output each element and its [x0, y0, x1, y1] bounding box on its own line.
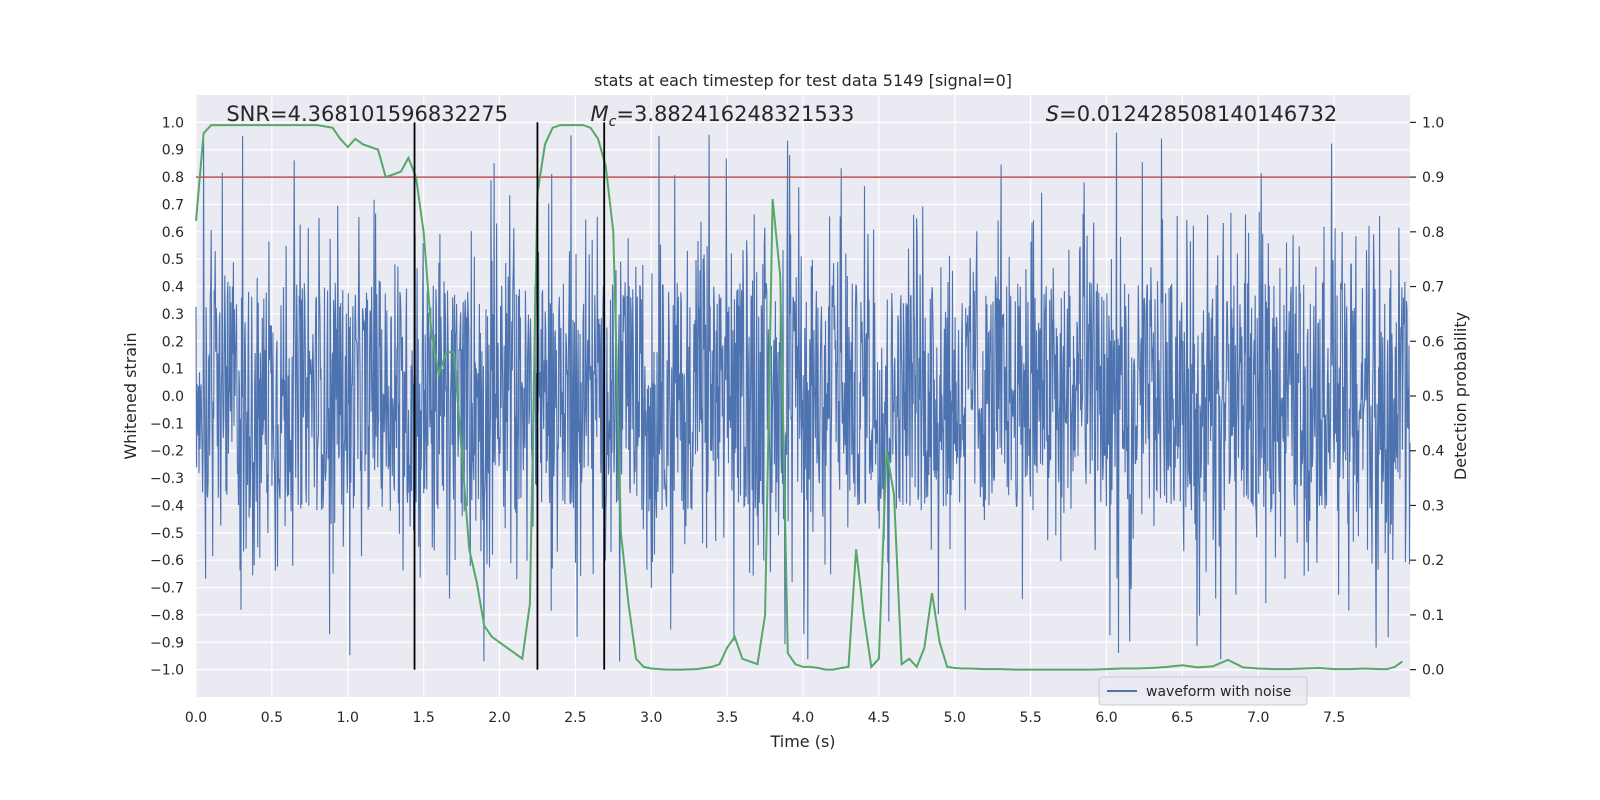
- y-tick-label: 0.5: [162, 252, 184, 268]
- y-tick-label: 0.1: [162, 362, 184, 378]
- y2-tick-label: 1.0: [1422, 115, 1444, 131]
- y2-tick-label: 0.6: [1422, 334, 1444, 350]
- x-tick-label: 2.5: [564, 710, 586, 726]
- legend-box: [1098, 676, 1308, 706]
- x-tick-label: 4.0: [792, 710, 814, 726]
- y2-tick-label: 0.1: [1422, 608, 1444, 624]
- x-axis-ticks: 0.0 0.5 1.0 1.5 2.0 2.5 3.0 3.5 4.0 4.5 5.0 5.5 6.0 6…: [185, 710, 1345, 726]
- y-tick-label: −0.5: [150, 526, 184, 542]
- y-tick-label: 0.4: [162, 280, 184, 296]
- y-tick-label: 0.0: [162, 389, 184, 405]
- y2-tick-label: 0.7: [1422, 280, 1444, 296]
- waveform-line: [195, 132, 1411, 662]
- y-tick-label: 0.2: [162, 334, 184, 350]
- y-tick-label: 0.8: [162, 170, 184, 186]
- y2-tick-label: 0.5: [1422, 389, 1444, 405]
- x-tick-label: 1.0: [337, 710, 359, 726]
- y-tick-label: −0.3: [150, 471, 184, 487]
- y2-axis-label: Detection probability: [1451, 312, 1470, 480]
- y2-tick-label: 0.4: [1422, 444, 1444, 460]
- x-tick-label: 0.5: [261, 710, 283, 726]
- x-tick-label: 7.5: [1323, 710, 1345, 726]
- y2-tick-label: 0.2: [1422, 553, 1444, 569]
- y-tick-label: 0.6: [162, 225, 184, 241]
- x-tick-label: 5.0: [944, 710, 966, 726]
- probability-series: [195, 124, 1410, 671]
- x-tick-label: 6.5: [1171, 710, 1193, 726]
- y-axis-ticks: 1.0 0.9 0.8 0.7 0.6 0.5 0.4 0.3 0.2 0.1 0.0 −0.1 −0.…: [150, 115, 184, 678]
- chart-title: stats at each timestep for test data 514…: [594, 71, 1012, 90]
- legend-entry: waveform with noise: [1146, 684, 1291, 700]
- s-annotation: S=0.012428508140146732: [1046, 102, 1337, 126]
- waveform-series: [195, 132, 1411, 662]
- x-tick-label: 4.5: [868, 710, 890, 726]
- x-tick-label: 6.0: [1095, 710, 1117, 726]
- y-tick-label: 0.7: [162, 197, 184, 213]
- x-tick-label: 3.5: [716, 710, 738, 726]
- y2-axis-ticks: 1.0 0.9 0.8 0.7 0.6 0.5 0.4 0.3 0.2 0.1 0.0: [1410, 115, 1444, 679]
- y2-tick-label: 0.9: [1422, 170, 1444, 186]
- x-tick-label: 7.0: [1247, 710, 1269, 726]
- y-tick-label: −0.4: [150, 498, 184, 514]
- vertical-lines: [413, 122, 606, 670]
- y-tick-label: −0.1: [150, 416, 184, 432]
- y-tick-label: −0.8: [150, 608, 184, 624]
- y-tick-label: 0.9: [162, 143, 184, 159]
- y2-tick-label: 0.3: [1422, 498, 1444, 514]
- x-tick-label: 2.0: [488, 710, 510, 726]
- mc-annotation: Mc=3.882416248321533: [591, 102, 855, 130]
- x-tick-label: 5.5: [1019, 710, 1041, 726]
- y-tick-label: 0.3: [162, 307, 184, 323]
- x-tick-label: 0.0: [185, 710, 207, 726]
- legend: waveform with noise: [1098, 676, 1308, 706]
- snr-annotation: SNR=4.368101596832275: [226, 102, 508, 126]
- y-tick-label: −0.6: [150, 553, 184, 569]
- y-tick-label: −0.7: [150, 581, 184, 597]
- detection-probability-line: [195, 124, 1403, 671]
- x-tick-label: 1.5: [412, 710, 434, 726]
- y-axis-label: Whitened strain: [121, 332, 140, 459]
- y-tick-label: −0.9: [150, 635, 184, 651]
- y-tick-label: −1.0: [150, 663, 184, 679]
- y2-tick-label: 0.8: [1422, 225, 1444, 241]
- y-tick-label: 1.0: [162, 115, 184, 131]
- x-axis-label: Time (s): [769, 732, 835, 751]
- x-tick-label: 3.0: [640, 710, 662, 726]
- y2-tick-label: 0.0: [1422, 663, 1444, 679]
- y-tick-label: −0.2: [150, 444, 184, 460]
